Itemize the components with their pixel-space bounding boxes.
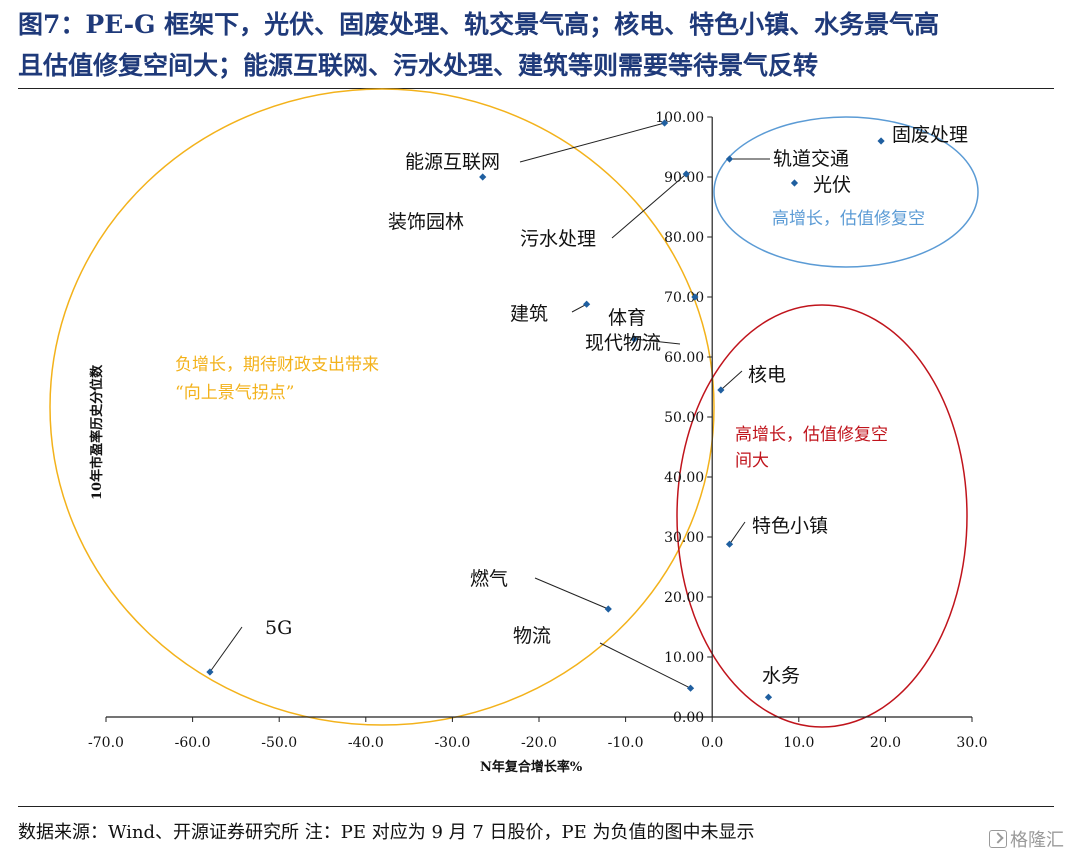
point-label: 光伏 <box>813 174 851 196</box>
x-tick-label: 10.0 <box>783 735 814 751</box>
y-tick-label: 20.00 <box>664 590 704 606</box>
x-tick-label: -30.0 <box>434 735 470 751</box>
point-label: 能源互联网 <box>405 151 500 173</box>
bottom-rule <box>18 806 1054 807</box>
point-label: 体育 <box>608 307 646 329</box>
data-points <box>206 119 885 701</box>
point-label: 轨道交通 <box>773 148 849 170</box>
leader-line <box>571 303 587 313</box>
point-label: 核电 <box>748 364 786 386</box>
annotation-top-right: 高增长，估值修复空 <box>772 209 925 229</box>
point-label: 物流 <box>513 625 551 647</box>
title-line-1: 图7：PE-G 框架下，光伏、固废处理、轨交景气高；核电、特色小镇、水务景气高 <box>18 10 940 39</box>
leader-line <box>634 338 681 345</box>
point-label: 固废处理 <box>892 124 968 146</box>
leader-line <box>534 577 609 610</box>
data-point <box>206 668 214 676</box>
x-tick-label: -50.0 <box>261 735 297 751</box>
scatter-chart: -70.0 -60.0 -50.0 -40.0 -30.0 -20.0 -10.0 0.0 10… <box>49 88 988 775</box>
watermark-text: 格隆汇 <box>1010 830 1064 851</box>
leader-line <box>599 642 691 689</box>
x-tick-label: -20.0 <box>521 735 557 751</box>
x-tick-label: 30.0 <box>956 735 987 751</box>
point-label: 建筑 <box>510 303 548 325</box>
data-point <box>479 173 487 181</box>
x-tick-label: -10.0 <box>608 735 644 751</box>
data-point <box>725 540 734 548</box>
y-tick-label: 0.00 <box>673 710 704 726</box>
high-growth-bottom-circle <box>676 304 968 728</box>
source-note: 数据来源：Wind、开源证券研究所 注：PE 对应为 9 月 7 日股价，PE … <box>18 822 755 843</box>
data-point <box>583 300 591 308</box>
data-point <box>717 386 725 394</box>
y-axis-label: 10年市盈率历史分位数 <box>89 364 105 500</box>
point-label: 特色小镇 <box>752 515 828 537</box>
annotation-negative-line1: 负增长，期待财政支出带来 <box>175 355 379 375</box>
title-line-2: 且估值修复空间大；能源互联网、污水处理、建筑等则需要等待景气反转 <box>18 51 819 80</box>
high-growth-top-circle <box>713 116 979 268</box>
data-point <box>790 179 799 187</box>
x-tick-label: -40.0 <box>348 735 384 751</box>
data-point <box>764 693 773 701</box>
leader-line <box>611 173 687 239</box>
y-tick-label: 80.00 <box>664 230 704 246</box>
point-label: 现代物流 <box>585 332 661 354</box>
negative-growth-circle <box>49 88 715 726</box>
y-tick-label: 60.00 <box>664 350 704 366</box>
region-circles <box>49 88 979 728</box>
point-label: 装饰园林 <box>388 211 464 233</box>
axes: -70.0 -60.0 -50.0 -40.0 -30.0 -20.0 -10.0 0.0 10… <box>88 110 988 751</box>
annotation-bottom-right-line1: 高增长，估值修复空 <box>735 425 888 445</box>
y-tick-label: 40.00 <box>664 470 704 486</box>
data-point <box>686 684 695 692</box>
y-tick-label: 90.00 <box>664 170 704 186</box>
x-tick-label: 0.0 <box>701 735 723 751</box>
leader-line <box>720 370 743 391</box>
data-point <box>725 155 734 163</box>
data-point <box>691 293 699 301</box>
x-axis-label: N年复合增长率% <box>480 759 583 775</box>
leader-line <box>519 122 665 163</box>
y-tick-label: 70.00 <box>664 290 704 306</box>
y-tick-label: 30.00 <box>664 530 704 546</box>
label-leader-lines <box>209 122 770 689</box>
x-tick-label: -70.0 <box>88 735 124 751</box>
data-point <box>682 170 690 178</box>
data-point <box>877 137 885 145</box>
data-point <box>630 335 638 343</box>
point-label: 污水处理 <box>520 228 596 250</box>
y-tick-label: 50.00 <box>664 410 704 426</box>
annotation-negative-line2: “向上景气拐点” <box>175 383 294 403</box>
x-tick-label: -60.0 <box>175 735 211 751</box>
point-label: 5G <box>265 617 292 639</box>
annotation-bottom-right-line2: 间大 <box>735 451 769 471</box>
point-label: 燃气 <box>470 568 508 590</box>
figure-title: 图7：PE-G 框架下，光伏、固废处理、轨交景气高；核电、特色小镇、水务景气高 … <box>18 4 1068 86</box>
region-annotations: 负增长，期待财政支出带来 “向上景气拐点” 高增长，估值修复空 高增长，估值修复… <box>175 209 925 471</box>
top-rule <box>18 88 1054 89</box>
y-tick-label: 10.00 <box>664 650 704 666</box>
point-label: 水务 <box>762 665 800 687</box>
watermark: 格隆汇 <box>989 826 1064 852</box>
data-point <box>660 119 669 127</box>
x-tick-label: 20.0 <box>870 735 901 751</box>
watermark-logo-icon <box>989 830 1007 848</box>
leader-line <box>729 521 746 545</box>
data-point <box>604 605 612 613</box>
y-tick-label: 100.00 <box>655 110 704 126</box>
leader-line <box>209 626 243 673</box>
